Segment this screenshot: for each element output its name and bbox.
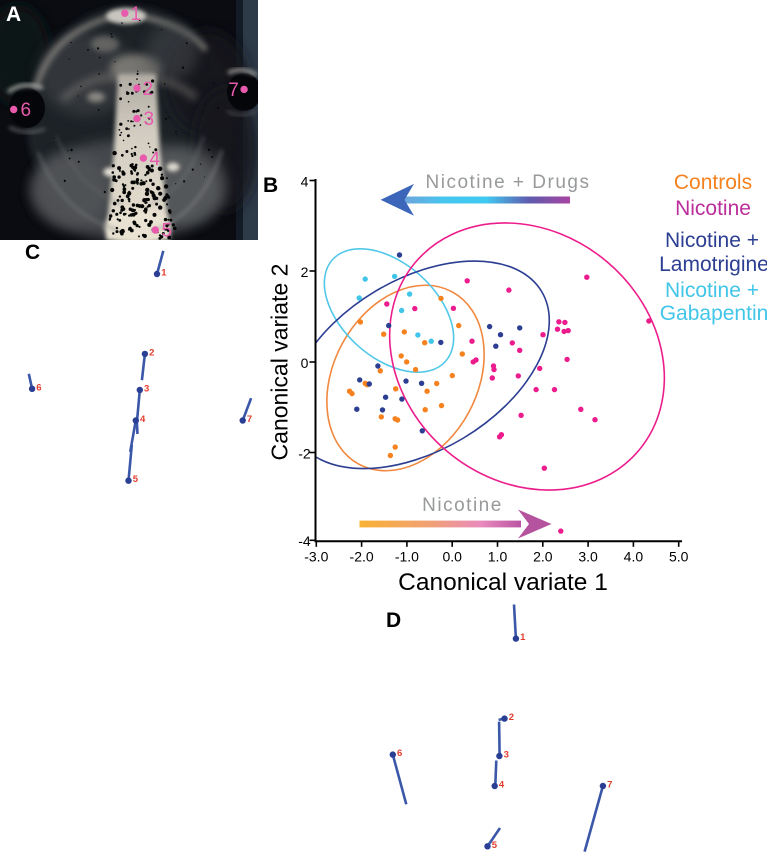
- svg-text:2: 2: [509, 712, 514, 723]
- svg-text:Nicotine + Drugs: Nicotine + Drugs: [426, 172, 591, 193]
- svg-text:5: 5: [133, 474, 139, 485]
- svg-text:Nicotine: Nicotine: [675, 197, 751, 220]
- svg-text:Nicotine +: Nicotine +: [665, 279, 759, 302]
- svg-text:2: 2: [143, 79, 154, 100]
- svg-text:-2.0: -2.0: [350, 548, 374, 564]
- svg-text:Canonical variate 2: Canonical variate 2: [267, 264, 293, 461]
- svg-text:-3.0: -3.0: [304, 548, 328, 564]
- svg-text:1: 1: [131, 4, 142, 25]
- svg-text:4: 4: [301, 173, 309, 189]
- svg-text:2.0: 2.0: [533, 548, 553, 564]
- svg-text:0.0: 0.0: [442, 548, 462, 564]
- svg-text:1: 1: [161, 268, 167, 279]
- svg-text:1: 1: [520, 632, 526, 643]
- svg-text:A: A: [6, 3, 21, 26]
- svg-text:2: 2: [301, 264, 309, 280]
- svg-text:D: D: [386, 609, 401, 632]
- svg-text:4: 4: [150, 149, 161, 170]
- svg-text:Nicotine: Nicotine: [422, 495, 503, 516]
- svg-text:0: 0: [301, 355, 309, 371]
- svg-text:4: 4: [499, 780, 505, 791]
- svg-text:5: 5: [492, 840, 498, 851]
- svg-text:1.0: 1.0: [488, 548, 508, 564]
- svg-text:Lamotrigine: Lamotrigine: [659, 253, 767, 276]
- svg-text:Gabapentin: Gabapentin: [660, 302, 767, 325]
- svg-text:3: 3: [504, 750, 509, 761]
- svg-text:6: 6: [21, 100, 32, 121]
- svg-text:Nicotine +: Nicotine +: [665, 229, 759, 252]
- svg-text:6: 6: [36, 382, 41, 393]
- svg-text:Controls: Controls: [674, 171, 752, 194]
- svg-text:4.0: 4.0: [624, 548, 644, 564]
- svg-text:5.0: 5.0: [669, 548, 689, 564]
- svg-text:B: B: [263, 174, 278, 197]
- svg-text:3: 3: [144, 384, 149, 395]
- svg-text:3: 3: [144, 109, 155, 130]
- svg-text:7: 7: [607, 780, 612, 791]
- svg-text:Canonical variate 1: Canonical variate 1: [398, 569, 608, 596]
- svg-text:-1.0: -1.0: [395, 548, 419, 564]
- svg-text:5: 5: [162, 221, 173, 242]
- svg-text:3.0: 3.0: [578, 548, 598, 564]
- svg-text:6: 6: [397, 748, 402, 759]
- svg-text:-4: -4: [298, 533, 311, 549]
- svg-text:7: 7: [228, 80, 239, 101]
- svg-text:7: 7: [247, 414, 252, 425]
- svg-text:4: 4: [140, 414, 146, 425]
- svg-text:C: C: [25, 241, 40, 264]
- svg-text:2: 2: [149, 347, 154, 358]
- svg-text:-2: -2: [298, 445, 311, 461]
